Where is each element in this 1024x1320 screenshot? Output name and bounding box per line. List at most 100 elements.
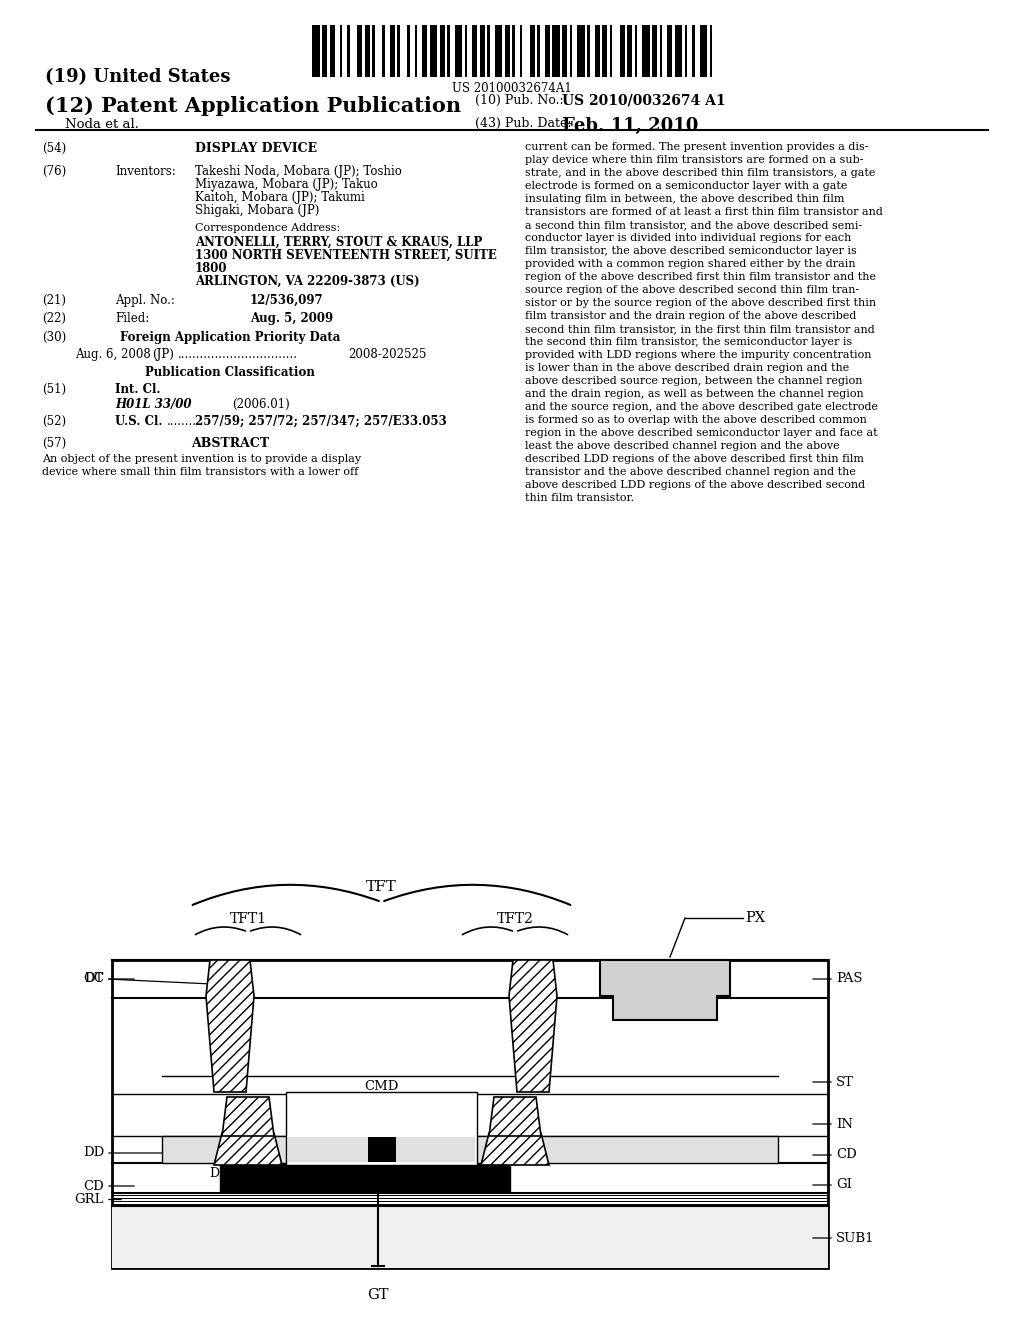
Text: region in the above described semiconductor layer and face at: region in the above described semiconduc… — [525, 428, 878, 438]
Bar — [389, 25, 394, 77]
Bar — [365, 25, 370, 77]
Bar — [675, 25, 682, 77]
Text: LD: LD — [230, 1110, 249, 1123]
Polygon shape — [509, 960, 557, 1092]
Polygon shape — [489, 1097, 541, 1137]
Text: PAS: PAS — [836, 973, 862, 986]
Text: Miyazawa, Mobara (JP); Takuo: Miyazawa, Mobara (JP); Takuo — [195, 178, 378, 191]
Text: GRL: GRL — [75, 1193, 104, 1206]
Text: U.S. Cl.: U.S. Cl. — [115, 414, 163, 428]
Text: electrode is formed on a semiconductor layer with a gate: electrode is formed on a semiconductor l… — [525, 181, 848, 191]
Text: ST: ST — [836, 1076, 854, 1089]
Text: (19) United States: (19) United States — [45, 69, 230, 86]
Bar — [330, 25, 335, 77]
Text: is lower than in the above described drain region and the: is lower than in the above described dra… — [525, 363, 849, 374]
Bar — [659, 25, 662, 77]
Text: Inventors:: Inventors: — [115, 165, 176, 178]
Text: Noda et al.: Noda et al. — [65, 117, 139, 131]
Bar — [519, 25, 522, 77]
Text: transistor and the above described channel region and the: transistor and the above described chann… — [525, 467, 856, 477]
Text: ........: ........ — [167, 414, 197, 428]
Bar — [537, 25, 540, 77]
Text: 2008-202525: 2008-202525 — [348, 348, 426, 360]
Bar — [505, 25, 510, 77]
Text: thin film transistor.: thin film transistor. — [525, 492, 634, 503]
Text: TFT1: TFT1 — [229, 912, 266, 927]
Bar — [587, 25, 590, 77]
Text: US 20100032674A1: US 20100032674A1 — [453, 82, 571, 95]
Text: Takeshi Noda, Mobara (JP); Toshio: Takeshi Noda, Mobara (JP); Toshio — [195, 165, 401, 178]
Text: film transistor and the drain region of the above described: film transistor and the drain region of … — [525, 312, 856, 321]
Text: provided with LDD regions where the impurity concentration: provided with LDD regions where the impu… — [525, 350, 871, 360]
Text: DISPLAY DEVICE: DISPLAY DEVICE — [195, 143, 317, 154]
Text: SD: SD — [520, 1143, 539, 1156]
Bar — [288, 1137, 475, 1162]
Bar — [422, 25, 427, 77]
Text: region of the above described first thin film transistor and the: region of the above described first thin… — [525, 272, 876, 282]
Bar — [487, 25, 489, 77]
Polygon shape — [214, 1133, 282, 1166]
Text: GT: GT — [368, 1288, 389, 1302]
Bar — [286, 1092, 477, 1166]
Bar — [162, 1137, 778, 1163]
Bar — [465, 25, 467, 77]
Bar — [699, 25, 707, 77]
Text: a second thin film transistor, and the above described semi-: a second thin film transistor, and the a… — [525, 220, 862, 230]
Bar — [447, 25, 450, 77]
Text: and the source region, and the above described gate electrode: and the source region, and the above des… — [525, 403, 878, 412]
Text: Li: Li — [376, 1133, 387, 1144]
Text: Kaitoh, Mobara (JP); Takumi: Kaitoh, Mobara (JP); Takumi — [195, 191, 365, 205]
Bar — [415, 25, 417, 77]
Text: ................................: ................................ — [178, 348, 298, 360]
Text: TFT2: TFT2 — [497, 912, 534, 927]
Text: Aug. 6, 2008: Aug. 6, 2008 — [75, 348, 151, 360]
Text: CMD: CMD — [365, 1081, 398, 1093]
Bar — [552, 25, 559, 77]
Bar — [667, 25, 672, 77]
Text: the second thin film transistor, the semiconductor layer is: the second thin film transistor, the sem… — [525, 337, 852, 347]
Text: ANTONELLI, TERRY, STOUT & KRAUS, LLP: ANTONELLI, TERRY, STOUT & KRAUS, LLP — [195, 236, 482, 249]
Polygon shape — [206, 960, 254, 1092]
Bar — [627, 25, 632, 77]
Text: Aug. 5, 2009: Aug. 5, 2009 — [250, 312, 333, 325]
Text: above described source region, between the channel region: above described source region, between t… — [525, 376, 862, 385]
Bar — [407, 25, 410, 77]
Bar — [312, 25, 319, 77]
Bar — [620, 25, 625, 77]
Bar — [397, 25, 399, 77]
Text: CD: CD — [83, 1180, 104, 1192]
Text: (22): (22) — [42, 312, 66, 325]
Polygon shape — [600, 960, 730, 1020]
Bar — [569, 25, 572, 77]
Bar — [577, 25, 585, 77]
Text: DT: DT — [85, 973, 104, 986]
Bar — [512, 25, 514, 77]
Text: IN: IN — [836, 1118, 853, 1130]
Text: (52): (52) — [42, 414, 67, 428]
Text: SUB1: SUB1 — [836, 1232, 874, 1245]
Text: least the above described channel region and the above: least the above described channel region… — [525, 441, 840, 451]
Text: Publication Classification: Publication Classification — [145, 366, 315, 379]
Text: second thin film transistor, in the first thin film transistor and: second thin film transistor, in the firs… — [525, 323, 874, 334]
Polygon shape — [481, 1133, 549, 1166]
Text: 12/536,097: 12/536,097 — [250, 294, 324, 308]
Text: insulating film in between, the above described thin film: insulating film in between, the above de… — [525, 194, 845, 205]
Bar — [495, 25, 502, 77]
Text: (43) Pub. Date:: (43) Pub. Date: — [475, 117, 571, 129]
Bar — [455, 25, 462, 77]
Text: PX: PX — [745, 911, 765, 925]
Bar — [642, 25, 649, 77]
Text: ABSTRACT: ABSTRACT — [190, 437, 269, 450]
Text: (JP): (JP) — [152, 348, 174, 360]
Bar — [340, 25, 342, 77]
Bar — [347, 25, 349, 77]
Bar — [652, 25, 657, 77]
Bar — [357, 25, 362, 77]
Text: (30): (30) — [42, 331, 67, 345]
Text: (12) Patent Application Publication: (12) Patent Application Publication — [45, 96, 461, 116]
Text: DD: DD — [83, 1147, 104, 1159]
Text: (10) Pub. No.:: (10) Pub. No.: — [475, 94, 563, 107]
Bar — [562, 25, 567, 77]
Text: (57): (57) — [42, 437, 67, 450]
Text: source region of the above described second thin film tran-: source region of the above described sec… — [525, 285, 859, 294]
